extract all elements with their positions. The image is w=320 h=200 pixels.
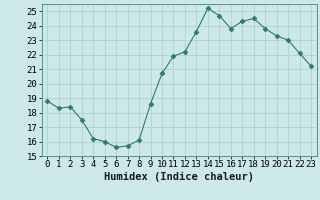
X-axis label: Humidex (Indice chaleur): Humidex (Indice chaleur)	[104, 172, 254, 182]
